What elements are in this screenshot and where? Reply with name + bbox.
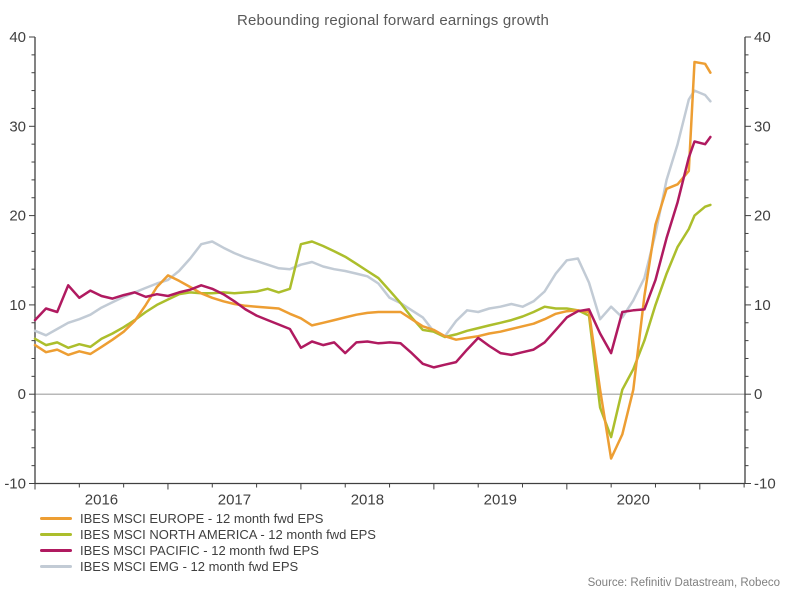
legend-item-pacific: IBES MSCI PACIFIC - 12 month fwd EPS bbox=[40, 542, 376, 558]
y-tick-label-left: 10 bbox=[9, 297, 26, 314]
series-line-emg bbox=[33, 89, 712, 338]
source-note: Source: Refinitiv Datastream, Robeco bbox=[587, 577, 780, 589]
y-tick-label-right: 10 bbox=[754, 297, 771, 314]
legend-item-emg: IBES MSCI EMG - 12 month fwd EPS bbox=[40, 558, 376, 574]
y-tick-label-left: -10 bbox=[4, 476, 26, 493]
chart-title: Rebounding regional forward earnings gro… bbox=[236, 12, 550, 29]
legend-label-europe: IBES MSCI EUROPE - 12 month fwd EPS bbox=[80, 510, 324, 526]
legend-swatch-emg bbox=[40, 564, 72, 568]
y-tick-label-left: 20 bbox=[9, 208, 26, 225]
y-tick-label-right: 0 bbox=[754, 386, 762, 403]
legend-label-pacific: IBES MSCI PACIFIC - 12 month fwd EPS bbox=[80, 542, 319, 558]
legend-label-north-america: IBES MSCI NORTH AMERICA - 12 month fwd E… bbox=[80, 526, 376, 542]
legend-swatch-north-america bbox=[40, 532, 72, 536]
y-tick-label-right: 20 bbox=[754, 208, 771, 225]
x-tick-label: 2016 bbox=[85, 492, 118, 509]
x-tick-label: 2017 bbox=[218, 492, 251, 509]
y-tick-label-right: 30 bbox=[754, 118, 771, 135]
legend-swatch-pacific bbox=[40, 548, 72, 552]
y-tick-label-left: 0 bbox=[18, 386, 26, 403]
legend-item-north-america: IBES MSCI NORTH AMERICA - 12 month fwd E… bbox=[40, 526, 376, 542]
chart-legend: IBES MSCI EUROPE - 12 month fwd EPS IBES… bbox=[40, 510, 376, 574]
legend-item-europe: IBES MSCI EUROPE - 12 month fwd EPS bbox=[40, 510, 376, 526]
series-line-europe bbox=[33, 60, 712, 460]
x-tick-label: 2019 bbox=[484, 492, 517, 509]
y-tick-label-left: 40 bbox=[9, 29, 26, 46]
legend-swatch-europe bbox=[40, 516, 72, 520]
y-tick-label-right: 40 bbox=[754, 29, 771, 46]
y-tick-label-left: 30 bbox=[9, 118, 26, 135]
y-tick-label-right: -10 bbox=[754, 476, 776, 493]
series-line-pacific bbox=[33, 135, 712, 369]
x-tick-label: 2018 bbox=[351, 492, 384, 509]
legend-label-emg: IBES MSCI EMG - 12 month fwd EPS bbox=[80, 558, 299, 574]
series-line-north-america bbox=[33, 203, 712, 439]
x-tick-label: 2020 bbox=[617, 492, 650, 509]
